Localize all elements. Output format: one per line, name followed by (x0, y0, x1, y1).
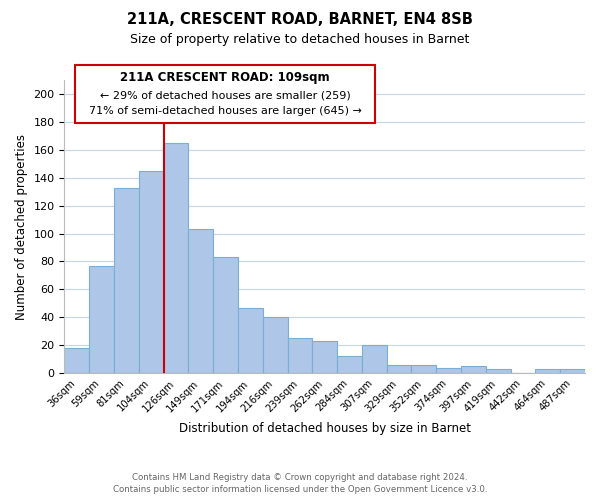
Bar (263, 318, 287, 373)
X-axis label: Distribution of detached houses by size in Barnet: Distribution of detached houses by size … (179, 422, 471, 435)
Bar (139, 170, 164, 373)
Bar (188, 230, 213, 373)
Text: Contains public sector information licensed under the Open Government Licence v3: Contains public sector information licen… (113, 485, 487, 494)
Bar (486, 369, 511, 373)
Bar (337, 356, 362, 373)
Bar (238, 308, 263, 373)
Bar (560, 369, 585, 373)
Bar (213, 258, 238, 373)
Text: 211A, CRESCENT ROAD, BARNET, EN4 8SB: 211A, CRESCENT ROAD, BARNET, EN4 8SB (127, 12, 473, 28)
Bar (535, 369, 560, 373)
Text: 71% of semi-detached houses are larger (645) →: 71% of semi-detached houses are larger (… (89, 106, 361, 116)
Bar (436, 368, 461, 373)
Bar (461, 366, 486, 373)
Bar (287, 338, 313, 373)
Text: 211A CRESCENT ROAD: 109sqm: 211A CRESCENT ROAD: 109sqm (120, 71, 330, 84)
Bar (313, 341, 337, 373)
Text: Contains HM Land Registry data © Crown copyright and database right 2024.: Contains HM Land Registry data © Crown c… (132, 472, 468, 482)
Bar (412, 365, 436, 373)
Bar (114, 188, 139, 373)
Text: Size of property relative to detached houses in Barnet: Size of property relative to detached ho… (130, 32, 470, 46)
Text: ← 29% of detached houses are smaller (259): ← 29% of detached houses are smaller (25… (100, 90, 350, 100)
Bar (89, 266, 114, 373)
Bar (386, 365, 412, 373)
Y-axis label: Number of detached properties: Number of detached properties (15, 134, 28, 320)
Bar (64, 348, 89, 373)
Bar (362, 346, 386, 373)
Bar (164, 143, 188, 373)
